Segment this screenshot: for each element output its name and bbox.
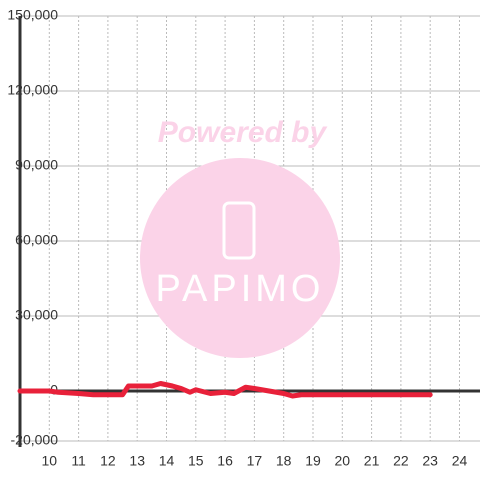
x-tick-label: 15	[188, 453, 204, 469]
x-tick-label: 16	[217, 453, 233, 469]
y-tick-label: 120,000	[7, 82, 58, 98]
x-tick-label: 22	[393, 453, 409, 469]
line	[17, 381, 433, 399]
y-tick-label: 60,000	[15, 232, 58, 248]
x-tick-label: 18	[276, 453, 292, 469]
x-tick-label: 12	[100, 453, 116, 469]
x-tick-label: 20	[335, 453, 351, 469]
y-tick-label: -20,000	[11, 432, 59, 448]
y-tick-label: 150,000	[7, 7, 58, 23]
x-tick-label: 19	[305, 453, 321, 469]
x-tick-label: 13	[129, 453, 145, 469]
y-tick-label: 90,000	[15, 157, 58, 173]
x-tick-label: 11	[71, 453, 86, 469]
watermark-text: Powered by	[158, 116, 328, 149]
watermark-icon	[222, 201, 256, 260]
x-tick-label: 23	[422, 453, 438, 469]
x-tick-label: 24	[452, 453, 468, 469]
x-tick-label: 17	[247, 453, 263, 469]
watermark-logo: PAPIMO	[156, 268, 325, 310]
x-tick-label: 10	[42, 453, 58, 469]
y-tick-label: 30,000	[15, 307, 58, 323]
x-tick-label: 21	[364, 453, 380, 469]
x-tick-label: 14	[159, 453, 175, 469]
